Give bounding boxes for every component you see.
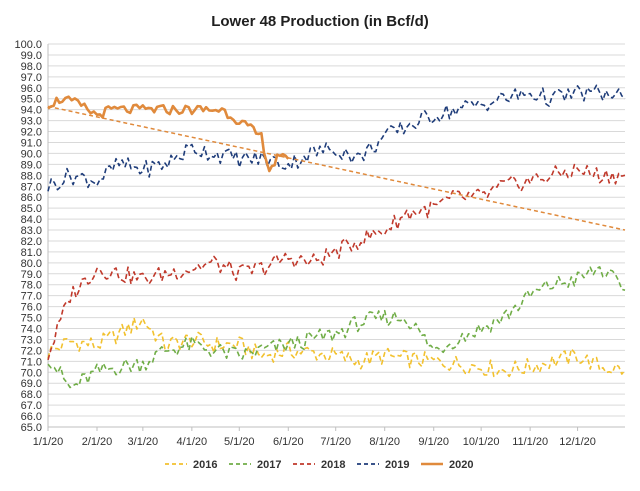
y-tick-label: 74.0 [21,324,42,336]
trendline-2020 [47,105,626,231]
y-tick-label: 91.0 [21,137,42,149]
y-tick-label: 92.0 [21,127,42,139]
y-tick-label: 80.0 [21,258,42,270]
legend: 2016 2017 2018 2019 2020 [165,459,473,471]
x-tick-label: 8/1/20 [369,436,400,448]
y-tick-label: 82.0 [21,236,42,248]
y-tick-label: 69.0 [21,378,42,390]
y-tick-label: 79.0 [21,269,42,281]
y-tick-label: 94.0 [21,105,42,117]
y-tick-label: 76.0 [21,302,42,314]
x-tick-label: 11/1/20 [512,436,548,448]
x-tick-label: 3/1/20 [128,436,159,448]
y-tick-label: 95.0 [21,94,42,106]
y-tick-label: 97.0 [21,72,42,84]
y-tick-label: 89.0 [21,159,42,171]
y-tick-label: 100.0 [14,39,42,51]
y-tick-label: 93.0 [21,116,42,128]
y-tick-label: 90.0 [21,148,42,160]
y-tick-label: 99.0 [21,50,42,62]
x-tick-label: 6/1/20 [273,436,304,448]
x-axis: 1/1/20 2/1/20 3/1/20 4/1/20 5/1/20 6/1/20 7/1/… [33,426,625,448]
x-tick-label: 1/1/20 [33,436,64,448]
y-tick-label: 77.0 [21,291,42,303]
legend-label-2019: 2019 [385,459,409,471]
series-lines [47,84,626,389]
series-line-2017 [47,266,626,389]
y-tick-label: 98.0 [21,61,42,73]
y-tick-label: 72.0 [21,345,42,357]
y-tick-label: 88.0 [21,170,42,182]
series-line-2019 [47,84,626,192]
x-tick-label: 4/1/20 [177,436,208,448]
gridlines [48,43,625,428]
x-tick-label: 12/1/20 [559,436,596,448]
series-line-2018 [47,163,626,361]
y-tick-label: 67.0 [21,400,42,412]
y-tick-label: 78.0 [21,280,42,292]
legend-label-2018: 2018 [321,459,345,471]
series-line-2016 [47,317,626,378]
x-tick-label: 7/1/20 [320,436,351,448]
y-tick-label: 81.0 [21,247,42,259]
y-tick-label: 84.0 [21,214,42,226]
legend-label-2017: 2017 [257,459,281,471]
legend-label-2016: 2016 [193,459,217,471]
y-tick-label: 87.0 [21,181,42,193]
y-tick-label: 71.0 [21,356,42,368]
x-tick-label: 2/1/20 [82,436,113,448]
y-tick-label: 73.0 [21,334,42,346]
chart-title: Lower 48 Production (in Bcf/d) [211,13,429,30]
y-tick-label: 66.0 [21,411,42,423]
x-tick-label: 9/1/20 [418,436,449,448]
x-tick-label: 10/1/20 [463,436,500,448]
legend-label-2020: 2020 [449,459,473,471]
y-tick-label: 70.0 [21,367,42,379]
y-tick-label: 75.0 [21,313,42,325]
y-tick-label: 85.0 [21,203,42,215]
y-axis: 65.066.067.068.069.070.071.072.073.074.0… [14,39,49,434]
y-tick-label: 86.0 [21,192,42,204]
y-tick-label: 68.0 [21,389,42,401]
series-line-2020 [47,95,290,173]
y-tick-label: 65.0 [21,422,42,434]
x-tick-label: 5/1/20 [224,436,255,448]
y-tick-label: 96.0 [21,83,42,95]
y-tick-label: 83.0 [21,225,42,237]
